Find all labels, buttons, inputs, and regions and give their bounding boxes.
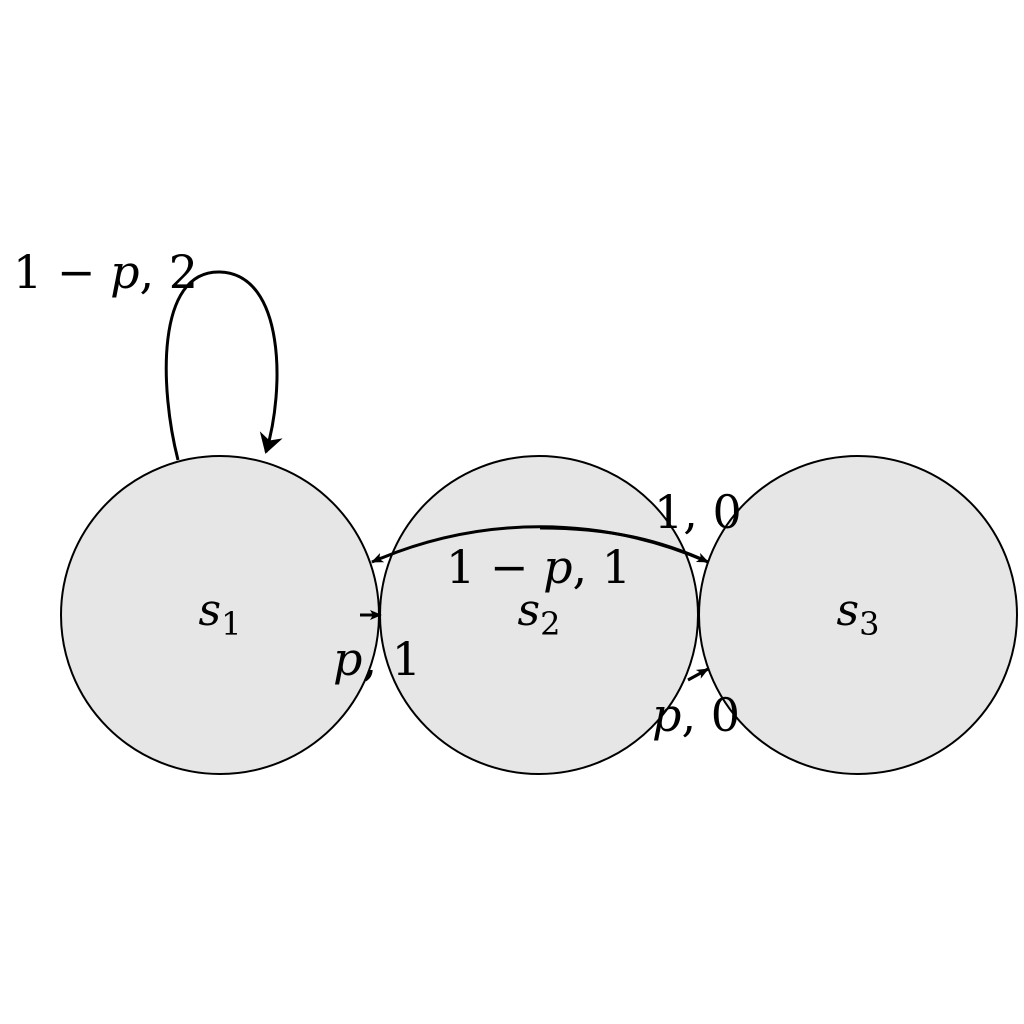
- edge-label-s2-to-s3-upper: 1, 0: [654, 485, 742, 539]
- state-circle: [698, 455, 1018, 775]
- edge-label-s1-to-s2: p, 1: [333, 632, 421, 686]
- edge-s1-self-loop: [164, 270, 283, 461]
- state-label: s1: [199, 585, 242, 643]
- state-node-s1[interactable]: s1: [60, 455, 380, 775]
- state-node-s2[interactable]: s2: [379, 455, 699, 775]
- state-label: s2: [518, 585, 561, 643]
- edge-label-s2-to-s3-lower: p, 0: [652, 688, 740, 742]
- edge-s2-to-s3-upper: [539, 526, 709, 564]
- edge-label-s1-self: 1 − p, 2: [13, 245, 198, 299]
- edge-label-s2-to-s1: 1 − p, 1: [446, 540, 631, 594]
- edge-s2-to-s3-lower: [687, 667, 709, 682]
- state-label: s3: [837, 585, 880, 643]
- state-node-s3[interactable]: s3: [698, 455, 1018, 775]
